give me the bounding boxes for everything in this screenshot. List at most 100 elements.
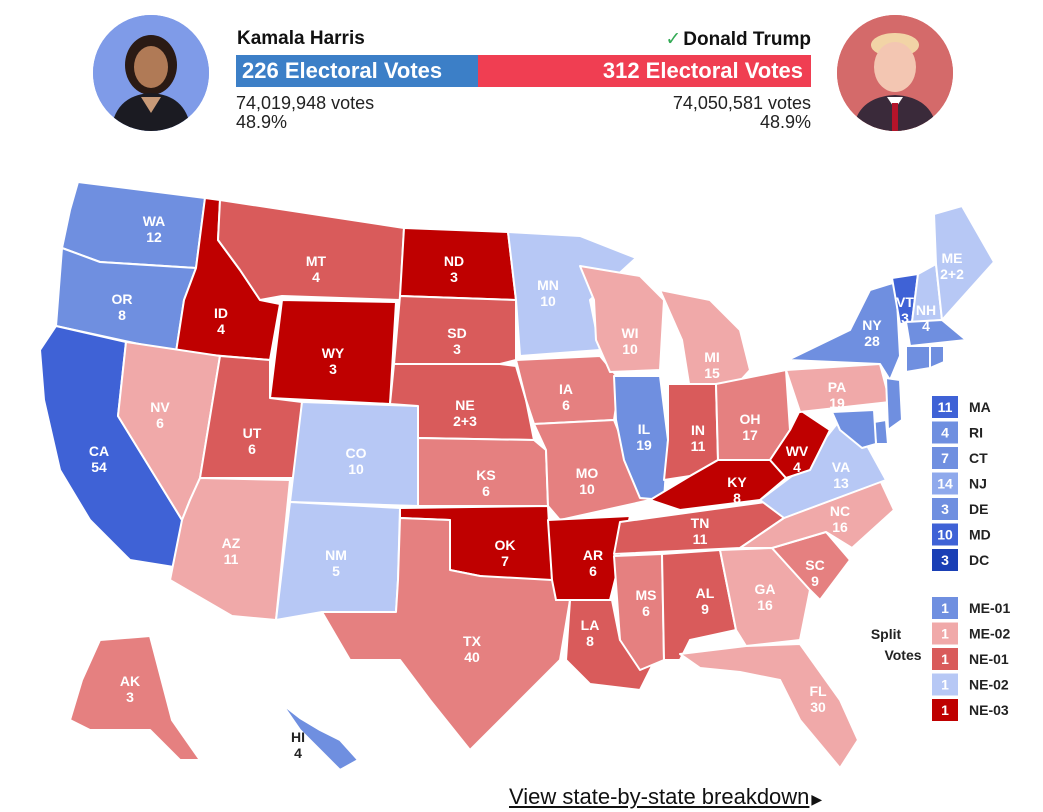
state-ev-SD: 3 [453, 341, 461, 357]
state-label-MI: MI [704, 349, 720, 365]
state-WI[interactable] [579, 265, 665, 373]
small-state-abbr: MA [969, 399, 991, 415]
results-header: Kamala Harris ✓ Donald Trump 226 Electora… [0, 0, 1043, 150]
split-vote-ne-03[interactable]: 1 NE-03 [932, 699, 1009, 721]
state-ev-WY: 3 [329, 361, 337, 377]
electoral-map: WA12OR8CA54ID4NV6MT4WY3UT6AZ11CO10NM5ND3… [39, 181, 1010, 771]
small-state-ev: 4 [941, 425, 949, 441]
state-TX[interactable] [321, 517, 571, 751]
small-state-abbr: CT [969, 450, 988, 466]
split-votes-label-line2: Votes [884, 647, 921, 663]
harris-percent: 48.9% [236, 112, 288, 132]
state-CT[interactable] [905, 345, 931, 373]
harris-votes: 74,019,948 votes [236, 93, 375, 113]
play-arrow-icon: ▶ [811, 791, 823, 807]
small-state-ev: 11 [938, 399, 953, 415]
state-ev-TX: 40 [464, 649, 480, 665]
split-vote-abbr: NE-01 [969, 651, 1009, 667]
harris-vote-totals: 74,019,948 votes 48.9% [236, 94, 374, 132]
trump-portrait-icon [837, 15, 953, 131]
state-label-OK: OK [495, 537, 516, 553]
state-ev-MS: 6 [642, 603, 650, 619]
state-ME[interactable] [933, 205, 995, 321]
small-state-ev: 10 [937, 527, 953, 543]
small-state-de[interactable]: 3 DE [932, 498, 988, 520]
state-label-MO: MO [576, 465, 599, 481]
state-ev-OH: 17 [742, 427, 758, 443]
state-ev-CA: 54 [91, 459, 107, 475]
state-ev-NV: 6 [156, 415, 164, 431]
state-ev-CO: 10 [348, 461, 364, 477]
state-label-AK: AK [120, 673, 140, 689]
state-label-VT: VT [896, 294, 914, 310]
state-breakdown-link[interactable]: View state-by-state breakdown ▶ [509, 784, 822, 810]
split-vote-swatch [932, 622, 958, 645]
state-MD[interactable] [831, 409, 877, 449]
state-ev-GA: 16 [757, 597, 773, 613]
state-label-IN: IN [691, 422, 705, 438]
state-shapes [39, 181, 995, 771]
state-NY[interactable] [787, 281, 901, 381]
state-AK[interactable] [69, 635, 201, 761]
state-label-OR: OR [112, 291, 133, 307]
state-ev-ID: 4 [217, 321, 225, 337]
split-vote-ne-02[interactable]: 1 NE-02 [932, 673, 1009, 696]
small-state-ma[interactable]: 11 MA [932, 396, 991, 418]
split-vote-ne-01[interactable]: 1 NE-01 [932, 648, 1009, 670]
harris-portrait-icon [93, 15, 209, 131]
state-AZ[interactable] [169, 477, 291, 621]
split-vote-abbr: ME-01 [969, 600, 1010, 616]
state-label-AZ: AZ [222, 535, 241, 551]
state-ev-AL: 9 [701, 601, 709, 617]
state-HI[interactable] [281, 703, 359, 771]
state-MA[interactable] [905, 319, 967, 347]
state-ev-IA: 6 [562, 397, 570, 413]
split-vote-ev: 1 [941, 600, 949, 616]
state-ev-WV: 4 [793, 459, 801, 475]
split-vote-swatch [932, 597, 958, 619]
trump-electoral-bar: 312 Electoral Votes [478, 55, 811, 87]
split-vote-ev: 1 [941, 677, 949, 693]
state-NJ[interactable] [885, 377, 903, 431]
small-state-ri[interactable]: 4 RI [932, 421, 983, 444]
state-SD[interactable] [393, 295, 517, 365]
split-vote-ev: 1 [941, 651, 949, 667]
state-label-FL: FL [809, 683, 827, 699]
state-LA[interactable] [555, 599, 661, 691]
state-label-ID: ID [214, 305, 228, 321]
harris-electoral-bar: 226 Electoral Votes [236, 55, 478, 87]
state-breakdown-link-text[interactable]: View state-by-state breakdown [509, 784, 810, 809]
small-state-abbr: NJ [969, 476, 987, 492]
state-RI[interactable] [929, 345, 945, 369]
state-ev-VA: 13 [833, 475, 849, 491]
state-label-CO: CO [346, 445, 367, 461]
split-votes-legend: 1 ME-01 1 ME-02 1 NE-01 1 NE-02 1 NE-03 [932, 597, 1010, 721]
state-label-HI: HI [291, 729, 305, 745]
small-state-ct[interactable]: 7 CT [932, 447, 988, 469]
state-ev-PA: 19 [829, 395, 845, 411]
small-state-swatch [932, 472, 958, 495]
state-ev-NM: 5 [332, 563, 340, 579]
state-label-WA: WA [143, 213, 166, 229]
harris-name: Kamala Harris [237, 28, 365, 49]
small-state-dc[interactable]: 3 DC [932, 549, 989, 571]
state-ev-VT: 3 [901, 310, 909, 326]
state-FL[interactable] [679, 643, 859, 769]
small-state-ev: 7 [941, 450, 949, 466]
state-ev-TN: 11 [693, 531, 708, 547]
state-label-NH: NH [916, 302, 936, 318]
split-vote-me-02[interactable]: 1 ME-02 [932, 622, 1010, 645]
trump-vote-totals: 74,050,581 votes 48.9% [673, 94, 811, 132]
state-MS[interactable] [613, 553, 665, 671]
state-label-MS: MS [636, 587, 657, 603]
state-WV[interactable] [769, 409, 831, 479]
state-label-ME: ME [942, 250, 963, 266]
small-state-md[interactable]: 10 MD [932, 523, 991, 546]
state-ev-MN: 10 [540, 293, 556, 309]
split-vote-me-01[interactable]: 1 ME-01 [932, 597, 1010, 619]
small-state-nj[interactable]: 14 NJ [932, 472, 987, 495]
state-ev-AR: 6 [589, 563, 597, 579]
state-ev-NE: 2+3 [453, 413, 477, 429]
small-state-swatch [932, 523, 958, 546]
small-state-swatch [932, 421, 958, 444]
